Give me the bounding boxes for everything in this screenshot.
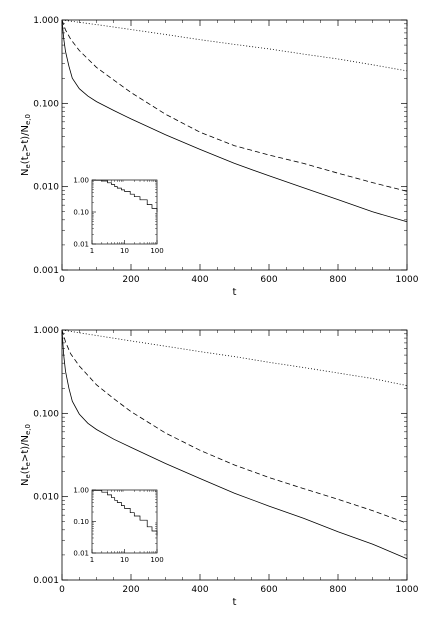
y-tick-label: 1.000 [33, 16, 59, 26]
series-line-dashed [61, 329, 408, 524]
chart-panel-top: 0 200 400 600 800 1000 0.001 0.010 0.100 1.000 t Ne… [20, 16, 419, 298]
inset-y-tick-label: 0.01 [73, 550, 89, 558]
x-tick-label: 600 [260, 585, 277, 595]
inset-y-tick-label: 0.10 [73, 518, 89, 526]
inset-series-line [92, 179, 158, 212]
y-axis-title-subscript: e [24, 474, 32, 478]
x-axis-title: t [233, 287, 237, 298]
x-tick-label: 200 [122, 585, 139, 595]
y-axis-title: Ne(te>t)/Ne,0 [20, 424, 32, 486]
x-tick-label: 0 [59, 585, 65, 595]
y-axis-title-part: (t [20, 156, 31, 164]
y-axis-title-part: (t [20, 466, 31, 474]
x-tick-label: 400 [191, 275, 208, 285]
series-line-dashed [61, 19, 408, 192]
x-tick-label: 1000 [396, 275, 419, 285]
inset-series-line [92, 490, 158, 536]
inset-y-tick-label: 0.10 [73, 209, 89, 217]
x-tick-label: 800 [329, 585, 346, 595]
y-axis-title-part: N [20, 479, 31, 486]
y-tick-label: 0.100 [33, 99, 59, 109]
inset-x-tick-label: 10 [120, 556, 129, 564]
series-line-dotted [61, 329, 408, 386]
x-tick-label: 400 [191, 585, 208, 595]
x-tick-label: 600 [260, 275, 277, 285]
y-tick-label: 0.001 [33, 576, 59, 586]
x-tick-label: 1000 [396, 585, 419, 595]
inset-x-tick-label: 100 [150, 247, 163, 255]
inset-y-tick-label: 1.00 [73, 177, 89, 185]
series-line-dotted [61, 19, 408, 72]
y-tick-label: 0.010 [33, 493, 59, 503]
y-tick-label: 0.010 [33, 183, 59, 193]
series-line-solid [61, 329, 408, 560]
y-axis-title-part: >t)/N [20, 435, 31, 462]
y-axis-title-subscript: e [24, 152, 32, 156]
y-axis-title-subscript: e,0 [24, 424, 32, 435]
y-axis-title-part: >t)/N [20, 125, 31, 152]
y-tick-label: 0.100 [33, 409, 59, 419]
inset-plot: 1 10 100 0.01 0.10 1.00 [73, 177, 163, 256]
chart-panel-bottom: 0 200 400 600 800 1000 0.001 0.010 0.100 1.000 t Ne… [20, 326, 419, 608]
inset-x-tick-label: 100 [150, 556, 163, 564]
y-axis-title-subscript: e,0 [24, 114, 32, 125]
inset-x-tick-label: 1 [90, 247, 94, 255]
inset-y-tick-label: 0.01 [73, 241, 89, 249]
series-line-solid [61, 19, 408, 223]
x-tick-label: 200 [122, 275, 139, 285]
inset-plot: 1 10 100 0.01 0.10 1.00 [73, 487, 163, 565]
y-axis-title-subscript: e [24, 164, 32, 168]
y-axis-title-subscript: e [24, 462, 32, 466]
inset-x-tick-label: 10 [120, 247, 129, 255]
y-tick-label: 0.001 [33, 266, 59, 276]
x-axis-title: t [233, 597, 237, 608]
x-tick-label: 800 [329, 275, 346, 285]
y-tick-label: 1.000 [33, 326, 59, 336]
y-axis-title-part: N [20, 169, 31, 176]
y-axis-title: Ne(te>t)/Ne,0 [20, 114, 32, 176]
x-tick-label: 0 [59, 275, 65, 285]
inset-x-tick-label: 1 [90, 556, 94, 564]
inset-y-tick-label: 1.00 [73, 487, 89, 495]
